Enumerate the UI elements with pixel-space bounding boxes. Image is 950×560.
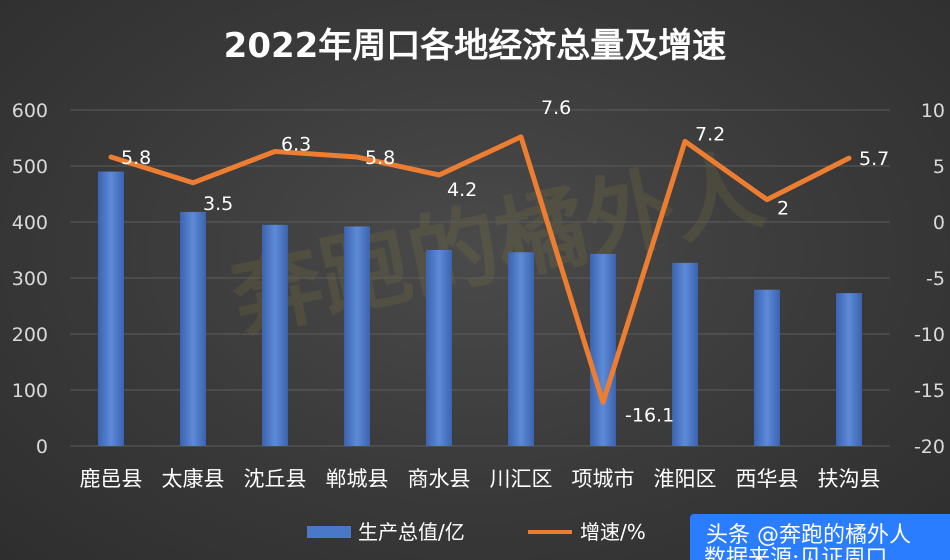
legend-line-label: 增速/% xyxy=(580,520,646,544)
bar xyxy=(836,293,862,446)
bar xyxy=(180,211,206,446)
left-tick-label: 0 xyxy=(36,436,48,458)
category-label: 川汇区 xyxy=(490,467,553,491)
bar xyxy=(426,250,452,446)
data-label: 2 xyxy=(777,198,789,220)
category-label: 扶沟县 xyxy=(818,467,881,491)
bar xyxy=(98,171,124,446)
left-tick-label: 500 xyxy=(12,156,48,178)
line-series xyxy=(108,134,852,405)
bar xyxy=(262,224,288,446)
bar xyxy=(672,262,698,446)
left-axis-ticks: 0 100 200 300 400 500 600 xyxy=(12,100,48,458)
right-tick-label: -5 xyxy=(926,268,945,290)
data-label: 7.2 xyxy=(695,123,725,145)
right-tick-label: -20 xyxy=(914,436,945,458)
legend-bar-swatch xyxy=(307,526,351,538)
line-data-labels: 5.8 3.5 6.3 5.8 4.2 7.6 -16.1 7.2 2 5.7 xyxy=(121,97,889,426)
right-axis-ticks: -20 -15 -10 -5 0 5 10 xyxy=(914,100,945,458)
right-tick-label: -15 xyxy=(914,380,945,402)
category-label: 淮阳区 xyxy=(654,467,717,491)
right-tick-label: 0 xyxy=(933,212,945,234)
bar-series xyxy=(98,171,862,446)
gridlines xyxy=(70,109,890,447)
watermark-source: 数据来源:见证周口 xyxy=(704,546,888,560)
category-label: 鹿邑县 xyxy=(80,467,143,491)
category-label: 沈丘县 xyxy=(244,467,307,491)
data-label: 6.3 xyxy=(281,133,311,155)
bar xyxy=(508,252,534,446)
legend-bar-label: 生产总值/亿 xyxy=(358,520,465,544)
data-label: -16.1 xyxy=(625,404,674,426)
data-label: 5.8 xyxy=(365,147,395,169)
data-label: 5.7 xyxy=(859,148,889,170)
data-label: 7.6 xyxy=(541,97,571,119)
watermark-author: 头条 @奔跑的橘外人 xyxy=(706,523,911,548)
right-tick-label: 10 xyxy=(921,100,945,122)
left-tick-label: 300 xyxy=(12,268,48,290)
bar xyxy=(590,253,616,446)
growth-line xyxy=(108,134,852,405)
bar xyxy=(344,226,370,446)
category-labels: 鹿邑县 太康县 沈丘县 郸城县 商水县 川汇区 项城市 淮阳区 西华县 扶沟县 xyxy=(80,467,881,491)
category-label: 郸城县 xyxy=(326,467,389,491)
left-tick-label: 200 xyxy=(12,324,48,346)
legend: 生产总值/亿 增速/% xyxy=(307,520,646,544)
right-tick-label: 5 xyxy=(933,156,945,178)
category-label: 项城市 xyxy=(572,467,635,491)
left-tick-label: 600 xyxy=(12,100,48,122)
data-label: 3.5 xyxy=(203,193,233,215)
category-label: 太康县 xyxy=(162,467,225,491)
data-label: 5.8 xyxy=(121,147,151,169)
right-tick-label: -10 xyxy=(914,324,945,346)
left-tick-label: 100 xyxy=(12,380,48,402)
category-label: 西华县 xyxy=(736,467,799,491)
left-tick-label: 400 xyxy=(12,212,48,234)
data-label: 4.2 xyxy=(447,179,477,201)
bar xyxy=(754,289,780,446)
chart-title: 2022年周口各地经济总量及增速 xyxy=(224,26,727,66)
category-label: 商水县 xyxy=(408,467,471,491)
source-watermark: 头条 @奔跑的橘外人 数据来源:见证周口 xyxy=(690,514,950,560)
